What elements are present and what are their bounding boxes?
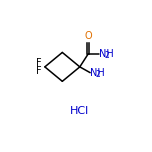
Text: HCl: HCl	[69, 106, 89, 116]
Text: 2: 2	[95, 70, 100, 79]
Text: O: O	[84, 31, 92, 41]
Text: NH: NH	[90, 68, 105, 78]
Text: 2: 2	[104, 51, 109, 60]
Text: NH: NH	[99, 49, 114, 59]
Text: F: F	[36, 66, 42, 76]
Text: F: F	[36, 58, 42, 68]
